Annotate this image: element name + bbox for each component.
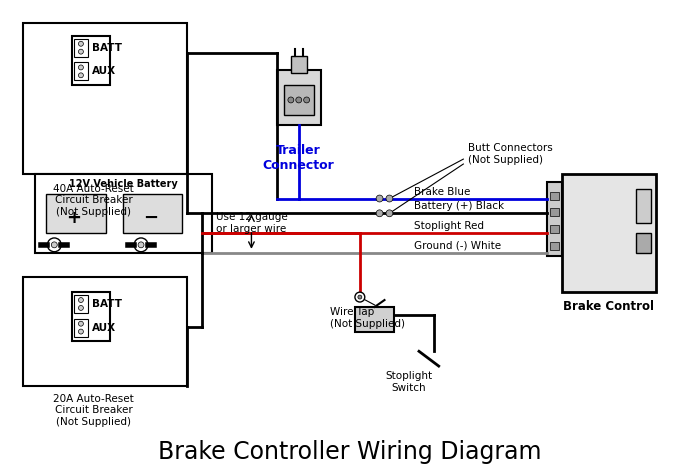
Bar <box>291 56 307 73</box>
Bar <box>550 225 559 233</box>
Bar <box>284 85 314 115</box>
Circle shape <box>304 97 309 103</box>
Bar <box>636 233 650 253</box>
Text: AUX: AUX <box>92 323 116 333</box>
Bar <box>547 182 562 256</box>
Text: Brake Blue: Brake Blue <box>414 187 470 196</box>
Text: Trailer
Connector: Trailer Connector <box>263 144 335 172</box>
Bar <box>636 189 650 223</box>
Text: AUX: AUX <box>92 66 116 76</box>
Bar <box>550 242 559 250</box>
Text: BATT: BATT <box>92 43 122 53</box>
Text: Brake Control: Brake Control <box>564 300 654 313</box>
Bar <box>23 277 188 386</box>
Bar <box>550 192 559 200</box>
Circle shape <box>376 210 383 217</box>
Circle shape <box>78 73 83 78</box>
Text: +: + <box>66 209 81 227</box>
Circle shape <box>386 210 393 217</box>
Circle shape <box>355 292 365 302</box>
Circle shape <box>296 97 302 103</box>
Text: 20A Auto-Reset
Circuit Breaker
(Not Supplied): 20A Auto-Reset Circuit Breaker (Not Supp… <box>53 394 134 427</box>
Circle shape <box>78 329 83 334</box>
Circle shape <box>386 195 393 202</box>
Text: Battery (+) Black: Battery (+) Black <box>414 201 504 211</box>
Bar <box>550 208 559 216</box>
Circle shape <box>48 238 61 252</box>
Bar <box>72 292 109 341</box>
Text: Stoplight
Switch: Stoplight Switch <box>386 371 433 393</box>
Text: 12V Vehicle Battery: 12V Vehicle Battery <box>69 179 178 189</box>
Circle shape <box>134 238 148 252</box>
Circle shape <box>78 49 83 54</box>
Circle shape <box>78 41 83 46</box>
Text: Use 12 gauge
or larger wire: Use 12 gauge or larger wire <box>216 212 287 234</box>
Bar <box>277 70 321 125</box>
Circle shape <box>138 242 144 248</box>
Bar <box>23 23 188 174</box>
Bar <box>355 307 394 332</box>
Text: Brake Controller Wiring Diagram: Brake Controller Wiring Diagram <box>158 440 542 464</box>
Bar <box>74 319 88 336</box>
Bar <box>74 39 88 57</box>
Bar <box>74 295 88 313</box>
Circle shape <box>51 242 57 248</box>
Text: Butt Connectors
(Not Supplied): Butt Connectors (Not Supplied) <box>468 143 553 165</box>
Bar <box>123 194 183 233</box>
Bar <box>562 174 656 292</box>
Circle shape <box>288 97 294 103</box>
Text: BATT: BATT <box>92 299 122 309</box>
Text: Ground (-) White: Ground (-) White <box>414 241 501 251</box>
Text: Wire Tap
(Not Supplied): Wire Tap (Not Supplied) <box>330 307 405 329</box>
Circle shape <box>78 298 83 302</box>
Text: 40A Auto-Reset
Circuit Breaker
(Not Supplied): 40A Auto-Reset Circuit Breaker (Not Supp… <box>53 184 134 217</box>
Text: −: − <box>144 209 158 227</box>
Bar <box>74 63 88 80</box>
Circle shape <box>78 306 83 310</box>
Text: Stoplight Red: Stoplight Red <box>414 221 484 231</box>
Circle shape <box>78 321 83 326</box>
Circle shape <box>376 195 383 202</box>
Bar <box>34 174 212 253</box>
Circle shape <box>358 295 362 299</box>
Bar <box>46 194 106 233</box>
Circle shape <box>78 65 83 70</box>
Bar <box>72 36 109 85</box>
